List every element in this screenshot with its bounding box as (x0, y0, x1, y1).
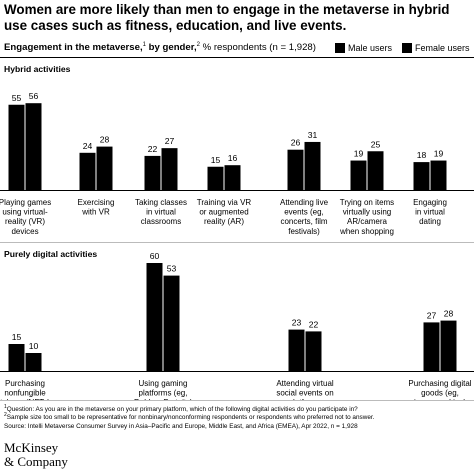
footnote-1: 1Question: As you are in the metaverse o… (4, 403, 470, 414)
bar-1-0-male (8, 344, 25, 371)
footnote-2-marker: 2 (4, 411, 7, 418)
footnote-1-marker: 1 (4, 403, 7, 410)
chart-subtitle: Engagement in the metaverse,1 by gender,… (4, 41, 316, 54)
data-label-0-1-female: 28 (100, 135, 110, 145)
data-label-0-4-female: 31 (308, 130, 318, 140)
bar-0-1-male (79, 152, 96, 190)
category-label-0-5: Trying on items virtually using AR/camera w… (339, 198, 394, 236)
bar-1-2-female (305, 331, 322, 371)
section-label-digital: Purely digital activities (4, 249, 98, 259)
bar-0-5-female (367, 151, 384, 190)
data-label-0-6-female: 19 (434, 149, 444, 159)
bar-1-3-female (440, 320, 457, 371)
data-label-1-1-male: 60 (150, 251, 160, 261)
top-rule (0, 57, 474, 58)
category-label-1-0: Purchasingnonfungibletokens (NFTs) (0, 379, 50, 400)
page-title: Women are more likely than men to engage… (4, 2, 450, 33)
bar-1-2-male (288, 329, 305, 371)
bar-0-3-female (224, 165, 241, 190)
data-label-0-0-male: 55 (12, 93, 22, 103)
bar-0-6-male (413, 162, 430, 190)
data-label-1-1-female: 53 (167, 264, 177, 274)
subtitle-sup-2: 2 (196, 41, 200, 48)
bar-0-6-female (430, 160, 447, 190)
data-label-0-2-female: 27 (165, 136, 175, 146)
bar-0-0-female (25, 103, 42, 190)
subtitle-bold: Engagement in the metaverse, (4, 42, 143, 53)
category-label-0-1: Exercising with VR (78, 198, 115, 217)
bar-0-5-male (350, 160, 367, 190)
legend-label-female: Female users (415, 43, 470, 53)
data-label-1-2-male: 23 (292, 318, 302, 328)
footnote-1-text: Question: As you are in the metaverse on… (6, 406, 358, 413)
logo-line-1: McKinsey (4, 440, 59, 455)
bar-0-4-male (287, 149, 304, 190)
category-label-0-6: Engaging in virtual dating (413, 198, 447, 226)
mckinsey-logo: McKinsey & Company (4, 441, 68, 469)
data-label-1-3-female: 28 (444, 309, 454, 319)
bar-1-3-male (423, 322, 440, 371)
bar-0-2-female (161, 148, 178, 190)
data-label-0-3-male: 15 (211, 155, 221, 165)
data-label-0-3-female: 16 (228, 153, 238, 163)
footnote-2: 2Sample size too small to be representat… (4, 411, 470, 422)
bar-1-1-female (163, 275, 180, 371)
bar-0-1-female (96, 146, 113, 190)
category-label-0-2: Taking classes in virtual classrooms (135, 198, 187, 226)
category-label-0-3: Training via VR or augmented reality (AR) (197, 198, 252, 226)
data-label-0-1-male: 24 (83, 141, 93, 151)
source-note: Source: Intelli Metaverse Consumer Surve… (4, 423, 358, 430)
data-label-1-0-male: 15 (12, 332, 22, 342)
bar-0-3-male (207, 166, 224, 190)
section-label-hybrid: Hybrid activities (4, 64, 71, 74)
bar-1-0-female (25, 353, 42, 371)
subtitle-rest: % respondents (n = 1,928) (199, 42, 316, 53)
logo-line-2: & Company (4, 454, 68, 469)
bar-0-2-male (144, 155, 161, 190)
data-label-0-4-male: 26 (291, 138, 301, 148)
subtitle-bold-2: by gender, (145, 42, 197, 53)
data-label-0-5-male: 19 (354, 149, 364, 159)
bar-0-4-female (304, 141, 321, 190)
category-label-0-4: Attending live events (eg, concerts, film f… (280, 198, 329, 236)
section-divider (0, 242, 474, 243)
data-label-0-6-male: 18 (417, 150, 427, 160)
data-label-0-5-female: 25 (371, 139, 381, 149)
legend-swatch-female (402, 43, 412, 53)
data-label-0-0-female: 56 (29, 91, 39, 101)
data-label-1-2-female: 22 (309, 319, 319, 329)
bar-chart: 55 56 Playing games using virtual-reality (… (0, 91, 474, 400)
legend-label-male: Male users (348, 43, 393, 53)
subtitle-sup-1: 1 (142, 41, 146, 48)
category-label-0-0: Playing games using virtual-reality (VR) d… (0, 198, 51, 236)
data-label-0-2-male: 22 (148, 144, 158, 154)
data-label-1-0-female: 10 (29, 341, 39, 351)
footnote-2-text: Sample size too small to be representati… (6, 414, 375, 421)
bar-1-1-male (146, 263, 163, 371)
legend-swatch-male (335, 43, 345, 53)
bottom-rule (0, 400, 474, 401)
bar-0-0-male (8, 104, 25, 190)
data-label-1-3-male: 27 (427, 310, 437, 320)
